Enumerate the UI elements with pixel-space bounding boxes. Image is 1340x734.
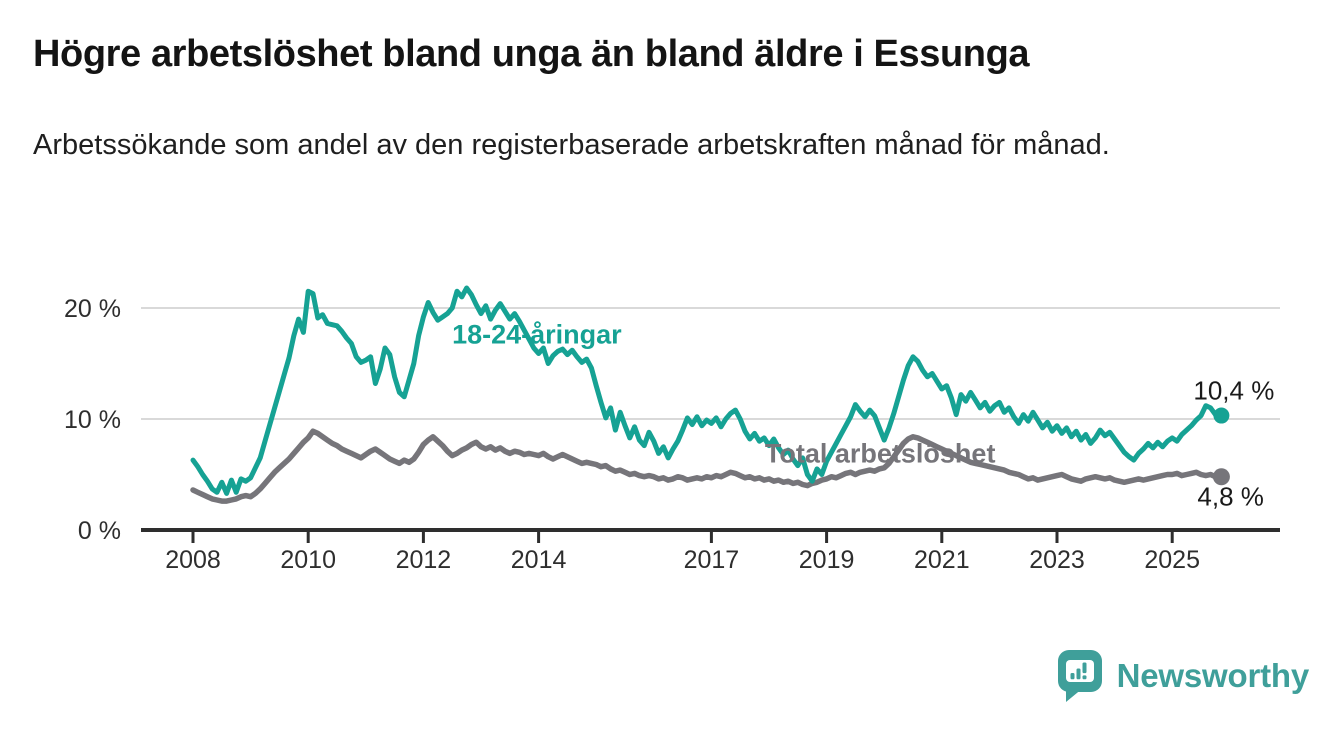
series-end-dot-total bbox=[1212, 468, 1230, 486]
unemployment-line-chart: 20 % 10 % 0 % 2008 2010 2012 2014 2017 2019 2021 2… bbox=[64, 285, 1280, 574]
x-axis-tick-label: 2021 bbox=[914, 546, 970, 574]
series-end-dot-young bbox=[1213, 407, 1230, 424]
page-subtitle: Arbetssökande som andel av den registerb… bbox=[33, 129, 1110, 161]
x-axis-tick-label: 2008 bbox=[165, 546, 221, 574]
x-axis-tick-label: 2017 bbox=[684, 546, 740, 574]
logo-exclamation-dot bbox=[1082, 675, 1087, 680]
end-value-label-total: 4,8 % bbox=[1197, 482, 1264, 512]
y-axis-tick-label: 0 % bbox=[78, 517, 121, 545]
newsworthy-logo-icon bbox=[1057, 650, 1102, 702]
y-axis-tick-label: 20 % bbox=[64, 295, 121, 323]
end-value-label-young: 10,4 % bbox=[1193, 376, 1274, 406]
series-name-label-total: Total arbetslöshet bbox=[765, 438, 996, 468]
series-line-total bbox=[190, 428, 1219, 504]
x-axis-tick-label: 2010 bbox=[280, 546, 336, 574]
logo-bar-medium bbox=[1076, 668, 1081, 680]
x-axis-tick-label: 2023 bbox=[1029, 546, 1085, 574]
newsworthy-logo: Newsworthy bbox=[1056, 648, 1309, 704]
series-line-young bbox=[190, 285, 1218, 496]
x-axis-tick-label: 2019 bbox=[799, 546, 855, 574]
logo-bar-small bbox=[1070, 673, 1075, 680]
newsworthy-logo-text: Newsworthy bbox=[1116, 657, 1310, 694]
y-axis-tick-label: 10 % bbox=[64, 406, 121, 434]
logo-exclamation-bar bbox=[1082, 662, 1087, 674]
x-axis-tick-label: 2012 bbox=[396, 546, 452, 574]
x-axis-tick-label: 2025 bbox=[1144, 546, 1200, 574]
page-title: Högre arbetslöshet bland unga än bland ä… bbox=[33, 33, 1030, 75]
x-axis-tick-label: 2014 bbox=[511, 546, 567, 574]
series-name-label-young: 18-24-åringar bbox=[452, 320, 622, 350]
